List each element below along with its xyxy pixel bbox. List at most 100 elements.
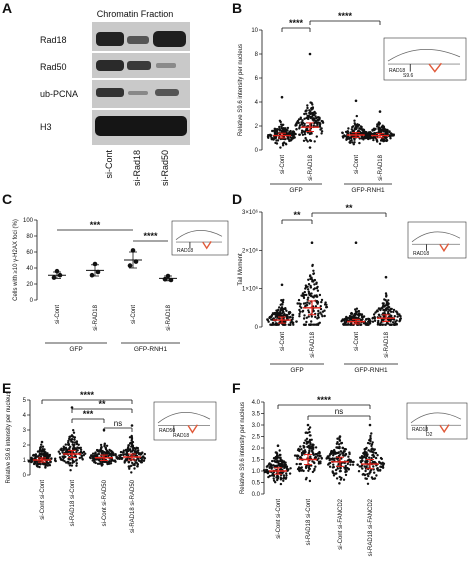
data-point xyxy=(288,472,292,475)
data-point xyxy=(317,457,320,460)
data-point xyxy=(389,135,392,138)
data-point xyxy=(308,449,311,452)
y-axis-label: Relative S9.6 intensity per nucleus xyxy=(6,391,12,483)
data-point xyxy=(96,462,100,465)
data-point xyxy=(334,452,337,455)
data-point xyxy=(366,473,369,476)
data-point xyxy=(282,314,285,317)
data-point xyxy=(276,323,279,326)
data-point xyxy=(268,462,271,465)
data-point xyxy=(376,125,379,128)
data-point xyxy=(311,460,314,463)
data-point xyxy=(47,462,50,465)
data-point xyxy=(304,136,307,140)
blot-row-label: ub-PCNA xyxy=(40,89,78,99)
data-point xyxy=(316,454,320,457)
data-point xyxy=(311,103,314,106)
data-point xyxy=(357,129,360,132)
data-point xyxy=(323,303,327,306)
data-point xyxy=(364,452,367,456)
data-point xyxy=(307,451,310,455)
data-point xyxy=(271,129,274,133)
data-point xyxy=(369,437,372,441)
data-point xyxy=(284,461,287,464)
data-point xyxy=(101,463,104,466)
data-point xyxy=(277,314,280,317)
data-point xyxy=(133,467,136,470)
data-point xyxy=(305,112,308,115)
data-point xyxy=(273,311,276,315)
data-point xyxy=(305,304,308,307)
data-point xyxy=(54,457,57,460)
data-point xyxy=(44,466,47,469)
y-tick-label: 0.5 xyxy=(252,481,261,487)
data-point xyxy=(344,468,347,471)
data-point xyxy=(289,467,292,470)
data-point xyxy=(319,128,322,131)
data-point xyxy=(305,293,308,297)
data-point xyxy=(300,129,304,132)
data-point xyxy=(134,454,137,457)
group-label: GFP xyxy=(289,187,302,194)
dna-strand xyxy=(410,412,462,424)
data-point xyxy=(100,446,103,450)
data-point xyxy=(305,116,308,120)
data-point xyxy=(41,445,45,448)
group-label: GFP-RNH1 xyxy=(351,187,385,194)
data-point xyxy=(366,441,370,445)
data-point xyxy=(341,131,344,134)
data-point xyxy=(266,318,269,321)
data-point xyxy=(271,321,275,325)
x-tick-label: si-RAD18 si-Cont xyxy=(70,480,76,527)
data-point xyxy=(302,296,306,300)
data-point xyxy=(49,460,52,463)
data-point xyxy=(276,309,279,312)
panel-a-letter: A xyxy=(2,0,12,16)
data-point xyxy=(314,453,317,456)
y-tick-label: 60 xyxy=(26,250,33,256)
data-point xyxy=(124,448,128,452)
data-point xyxy=(328,458,331,462)
y-tick-label: 0 xyxy=(30,298,34,304)
data-point xyxy=(278,119,282,123)
data-point xyxy=(101,460,105,463)
blot-row-label: Rad18 xyxy=(40,35,67,45)
data-point xyxy=(281,459,284,462)
data-point xyxy=(308,464,311,467)
data-point xyxy=(272,474,276,478)
data-point xyxy=(300,466,303,469)
data-point xyxy=(296,302,299,305)
data-point xyxy=(364,133,368,136)
data-point xyxy=(376,454,379,457)
data-point xyxy=(295,124,298,127)
dna-strand xyxy=(411,231,461,243)
data-point xyxy=(272,129,276,132)
panel-b-letter: B xyxy=(232,0,242,16)
data-point xyxy=(309,139,313,143)
data-point xyxy=(392,318,396,321)
data-point xyxy=(288,139,291,143)
significance-label: *** xyxy=(90,220,101,230)
data-point xyxy=(325,305,329,309)
data-point xyxy=(316,314,320,317)
data-point xyxy=(271,312,275,315)
data-point xyxy=(313,467,316,471)
data-point xyxy=(321,121,325,124)
data-point xyxy=(284,142,287,145)
data-point xyxy=(367,317,370,320)
data-point xyxy=(388,306,391,309)
data-point xyxy=(291,136,295,139)
data-point xyxy=(355,316,358,319)
data-point xyxy=(283,463,286,466)
data-point xyxy=(329,451,333,454)
data-point xyxy=(73,460,76,463)
data-point xyxy=(365,318,368,321)
data-point xyxy=(377,313,381,316)
data-point xyxy=(376,467,379,470)
data-point xyxy=(329,461,332,465)
x-tick-label: si-Cont xyxy=(280,332,286,351)
data-point xyxy=(343,448,346,451)
data-point xyxy=(318,125,322,128)
data-point xyxy=(374,451,378,455)
